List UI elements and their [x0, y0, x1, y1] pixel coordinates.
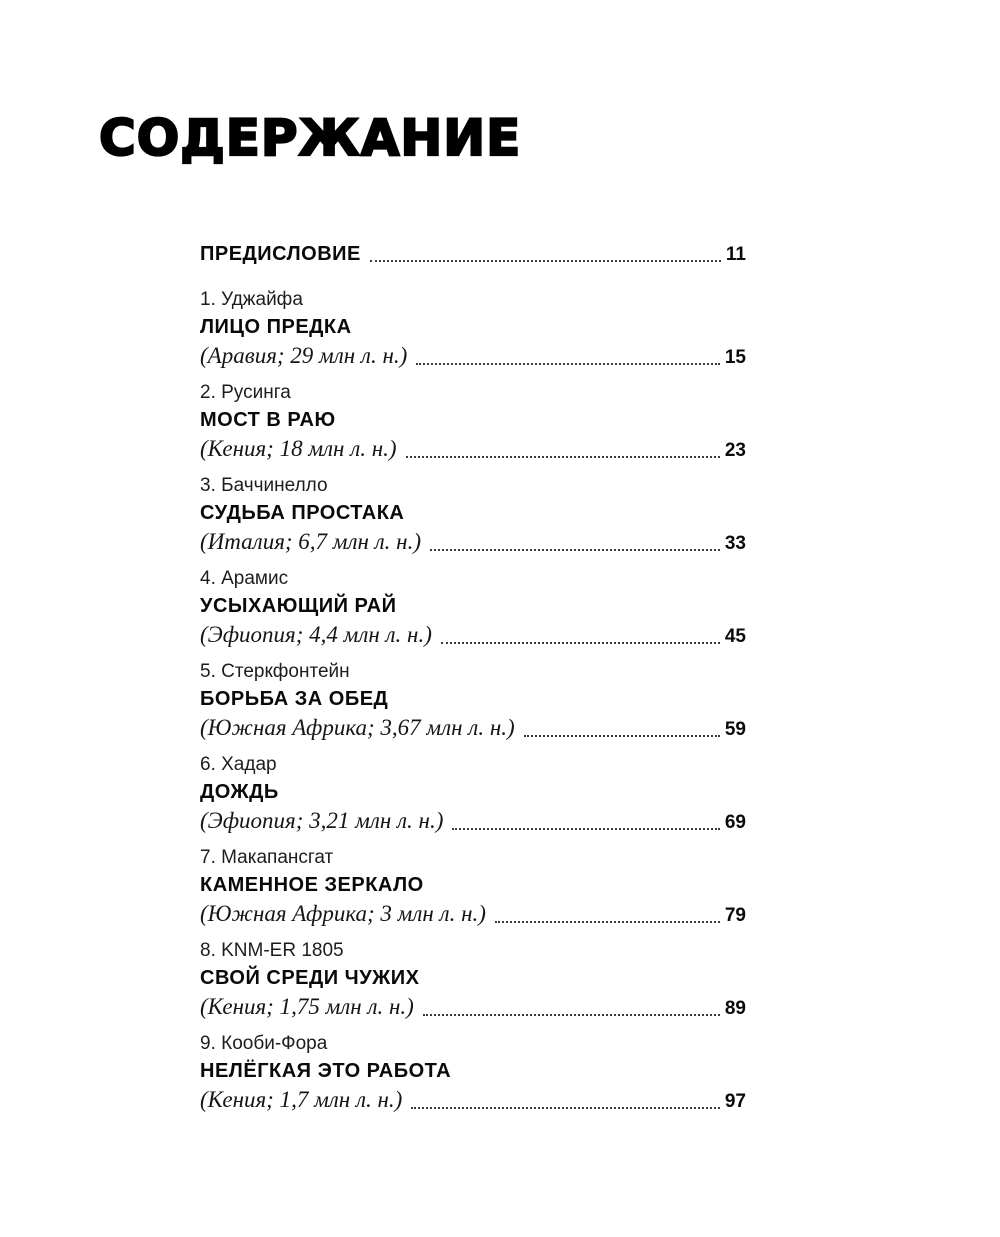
- dot-leader: [405, 456, 720, 458]
- entry-subtitle-row: (Южная Африка; 3 млн л. н.) 79: [200, 899, 746, 928]
- toc-entry: 9. Кооби-Фора НЕЛЁГКАЯ ЭТО РАБОТА (Кения…: [200, 1029, 746, 1114]
- entry-subtitle: (Эфиопия; 4,4 млн л. н.): [200, 622, 432, 647]
- entry-page-number: 33: [724, 533, 746, 554]
- entry-title: КАМЕННОЕ ЗЕРКАЛО: [200, 874, 424, 896]
- entry-subtitle-row: (Эфиопия; 3,21 млн л. н.) 69: [200, 806, 746, 835]
- entry-title: МОСТ В РАЮ: [200, 409, 336, 431]
- dot-leader: [369, 260, 721, 262]
- toc-entry: 7. Макапансгат КАМЕННОЕ ЗЕРКАЛО (Южная А…: [200, 843, 746, 928]
- dot-leader: [422, 1014, 720, 1016]
- entry-page-number: 79: [724, 905, 746, 926]
- entry-title: ДОЖДЬ: [200, 781, 279, 803]
- entry-page-number: 15: [724, 347, 746, 368]
- entry-subtitle: (Аравия; 29 млн л. н.): [200, 343, 408, 368]
- toc-entry: 1. Уджайфа ЛИЦО ПРЕДКА (Аравия; 29 млн л…: [200, 285, 746, 370]
- entry-subtitle: (Южная Африка; 3 млн л. н.): [200, 901, 486, 926]
- toc-entry: 3. Баччинелло СУДЬБА ПРОСТАКА (Италия; 6…: [200, 471, 746, 556]
- entry-subtitle: (Италия; 6,7 млн л. н.): [200, 529, 422, 554]
- page-title: СОДЕРЖАНИЕ: [98, 109, 522, 167]
- dot-leader: [523, 735, 720, 737]
- entry-title: СУДЬБА ПРОСТАКА: [200, 502, 405, 524]
- entry-subtitle-row: (Эфиопия; 4,4 млн л. н.) 45: [200, 620, 746, 649]
- entry-title: НЕЛЁГКАЯ ЭТО РАБОТА: [200, 1060, 452, 1082]
- dot-leader: [440, 642, 720, 644]
- entry-title: СВОЙ СРЕДИ ЧУЖИХ: [200, 967, 420, 989]
- entry-page-number: 45: [724, 626, 746, 647]
- entry-site-line: 4. Арамис: [200, 568, 289, 589]
- entry-title: ЛИЦО ПРЕДКА: [200, 316, 352, 338]
- entry-site-line: 8. KNM-ER 1805: [200, 940, 344, 961]
- entry-subtitle: (Кения; 1,75 млн л. н.): [200, 994, 414, 1019]
- toc-entry: 5. Стеркфонтейн БОРЬБА ЗА ОБЕД (Южная Аф…: [200, 657, 746, 742]
- entry-site-line: 6. Хадар: [200, 754, 277, 775]
- entry-subtitle: (Эфиопия; 3,21 млн л. н.): [200, 808, 444, 833]
- entry-subtitle: (Кения; 1,7 млн л. н.): [200, 1087, 403, 1112]
- entry-site-line: 9. Кооби-Фора: [200, 1033, 328, 1054]
- entry-subtitle-row: (Южная Африка; 3,67 млн л. н.) 59: [200, 713, 746, 742]
- entry-subtitle-row: (Кения; 1,7 млн л. н.) 97: [200, 1085, 746, 1114]
- entry-page-number: 89: [724, 998, 746, 1019]
- entry-site-line: 5. Стеркфонтейн: [200, 661, 350, 682]
- toc-entry: 4. Арамис УСЫХАЮЩИЙ РАЙ (Эфиопия; 4,4 мл…: [200, 564, 746, 649]
- entry-subtitle: (Южная Африка; 3,67 млн л. н.): [200, 715, 515, 740]
- entry-site-line: 2. Русинга: [200, 382, 291, 403]
- dot-leader: [411, 1107, 720, 1109]
- preface-label: ПРЕДИСЛОВИЕ: [200, 243, 361, 265]
- entry-site-line: 3. Баччинелло: [200, 475, 328, 496]
- dot-leader: [452, 828, 720, 830]
- toc-entry: 6. Хадар ДОЖДЬ (Эфиопия; 3,21 млн л. н.)…: [200, 750, 746, 835]
- entry-title: УСЫХАЮЩИЙ РАЙ: [200, 595, 397, 617]
- entry-page-number: 23: [724, 440, 746, 461]
- entry-subtitle: (Кения; 18 млн л. н.): [200, 436, 397, 461]
- table-of-contents: ПРЕДИСЛОВИЕ 11 1. Уджайфа ЛИЦО ПРЕДКА (А…: [200, 240, 746, 1122]
- entry-subtitle-row: (Кения; 1,75 млн л. н.) 89: [200, 992, 746, 1021]
- preface-page-number: 11: [725, 244, 746, 265]
- entry-page-number: 69: [724, 812, 746, 833]
- entry-site-line: 7. Макапансгат: [200, 847, 334, 868]
- toc-entry: 8. KNM-ER 1805 СВОЙ СРЕДИ ЧУЖИХ (Кения; …: [200, 936, 746, 1021]
- entry-title: БОРЬБА ЗА ОБЕД: [200, 688, 389, 710]
- entry-subtitle-row: (Аравия; 29 млн л. н.) 15: [200, 341, 746, 370]
- toc-entry: 2. Русинга МОСТ В РАЮ (Кения; 18 млн л. …: [200, 378, 746, 463]
- entry-site-line: 1. Уджайфа: [200, 289, 303, 310]
- toc-entry-list: 1. Уджайфа ЛИЦО ПРЕДКА (Аравия; 29 млн л…: [200, 285, 746, 1114]
- dot-leader: [430, 549, 720, 551]
- dot-leader: [494, 921, 720, 923]
- toc-preface-row: ПРЕДИСЛОВИЕ 11: [200, 240, 746, 267]
- dot-leader: [416, 363, 720, 365]
- entry-page-number: 97: [724, 1091, 746, 1112]
- entry-page-number: 59: [724, 719, 746, 740]
- entry-subtitle-row: (Кения; 18 млн л. н.) 23: [200, 434, 746, 463]
- entry-subtitle-row: (Италия; 6,7 млн л. н.) 33: [200, 527, 746, 556]
